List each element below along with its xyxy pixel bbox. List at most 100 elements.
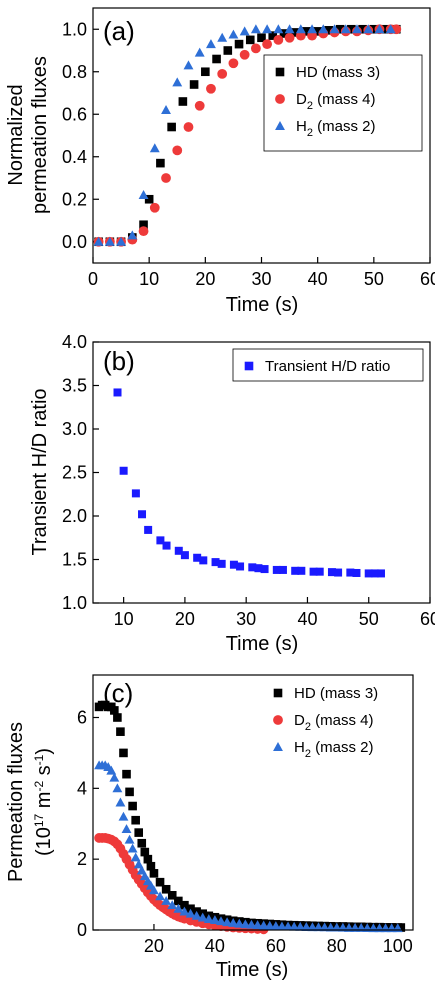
data-point — [228, 917, 239, 927]
panel-b-xlabel: Time (s) — [226, 633, 299, 655]
data-point — [133, 859, 144, 869]
data-point — [297, 566, 306, 575]
data-point — [119, 466, 128, 475]
data-point — [156, 158, 165, 168]
data-point — [137, 838, 147, 848]
data-point — [363, 24, 374, 34]
legend-entry: D2 (mass 4) — [294, 712, 373, 733]
panel-b-ticks: 10 20 30 40 50 60 1.0 1.5 2.0 2.5 3.0 3.5 4.0 — [62, 332, 435, 629]
data-point — [180, 551, 189, 560]
panel-c-ylabel-line1: Permeation fluxes — [5, 722, 27, 882]
x-tick-label: 10 — [114, 609, 134, 629]
legend-marker — [275, 94, 285, 104]
data-point — [116, 727, 125, 736]
data-point — [301, 922, 312, 931]
data-point — [396, 923, 406, 932]
legend-entry: HD (mass 3) — [294, 685, 378, 702]
data-point — [217, 68, 228, 79]
data-point — [229, 560, 238, 569]
legend-marker — [273, 742, 283, 751]
y-tick-label: 4 — [77, 778, 87, 798]
panel-a-xlabel: Time (s) — [226, 294, 299, 316]
data-point — [194, 100, 205, 111]
x-tick-label: 30 — [251, 269, 271, 289]
data-point — [245, 35, 255, 45]
legend-marker — [275, 67, 285, 77]
data-point — [149, 869, 159, 878]
panel-a-ticks: 0 10 20 30 40 50 60 0.0 0.2 0.4 0.6 0.8 1.0 — [62, 19, 435, 289]
data-point — [307, 24, 317, 34]
y-tick-label: 1.0 — [62, 593, 87, 613]
data-point — [327, 568, 336, 577]
data-point — [319, 922, 330, 932]
x-tick-label: 50 — [359, 609, 379, 629]
data-point — [217, 559, 226, 568]
data-point — [179, 906, 190, 916]
data-point — [380, 24, 390, 34]
data-point — [252, 920, 263, 929]
data-point — [149, 202, 160, 213]
data-point — [228, 58, 239, 69]
panel-b-frame — [92, 341, 431, 604]
data-point — [140, 847, 150, 857]
x-tick-label: 30 — [236, 609, 256, 629]
data-point — [119, 748, 128, 758]
data-point — [295, 24, 306, 34]
data-point — [183, 122, 194, 132]
data-point — [144, 525, 153, 534]
data-point — [364, 569, 373, 578]
y-tick-label: 0.6 — [62, 104, 87, 124]
data-point — [376, 569, 385, 578]
legend-entry: D2 (mass 4) — [296, 91, 375, 112]
data-point — [289, 921, 300, 931]
data-point — [223, 46, 233, 55]
data-point — [172, 77, 183, 87]
x-tick-label: 40 — [297, 609, 317, 629]
data-point — [295, 921, 306, 931]
data-point — [136, 865, 147, 875]
x-tick-label: 20 — [175, 609, 195, 629]
data-point — [110, 706, 119, 715]
data-point — [138, 190, 149, 199]
panel-c-label: (c) — [103, 678, 133, 708]
y-tick-label: 2.0 — [62, 506, 87, 526]
data-point — [191, 910, 202, 920]
data-point — [122, 769, 131, 779]
x-tick-label: 40 — [205, 936, 225, 956]
data-point — [186, 904, 195, 914]
data-point — [283, 921, 293, 931]
data-point — [347, 24, 356, 34]
data-point — [189, 80, 199, 89]
data-point — [284, 32, 295, 43]
data-point — [216, 916, 226, 926]
data-point — [334, 568, 343, 577]
data-point — [146, 861, 156, 871]
data-point — [250, 24, 261, 34]
data-point — [262, 39, 273, 50]
data-point — [144, 194, 154, 204]
legend-entry: Transient H/D ratio — [265, 358, 390, 375]
panel-c-frame — [92, 674, 414, 931]
data-point — [329, 24, 340, 34]
data-point — [134, 828, 144, 837]
data-point — [206, 83, 216, 94]
data-point — [121, 824, 132, 834]
data-point — [197, 912, 208, 922]
data-point — [149, 143, 160, 153]
data-point — [268, 31, 278, 40]
data-point — [162, 541, 171, 550]
data-point — [234, 39, 244, 49]
panel-a: 0 10 20 30 40 50 60 0.0 0.2 0.4 0.6 0.8 1.0 (a) Time… — [5, 7, 435, 316]
data-point — [143, 854, 153, 864]
data-point — [112, 783, 123, 793]
data-point — [212, 54, 221, 64]
y-tick-label: 2 — [77, 849, 87, 869]
data-point — [257, 33, 266, 43]
legend-marker — [273, 688, 283, 698]
panel-c-ticks: 20 40 60 80 100 0 2 4 6 — [77, 708, 413, 957]
data-point — [127, 843, 138, 853]
legend-entry: H2 (mass 2) — [296, 118, 375, 139]
data-point — [272, 565, 281, 574]
panel-b-legend: Transient H/D ratio — [232, 348, 424, 382]
y-tick-label: 6 — [77, 708, 87, 728]
